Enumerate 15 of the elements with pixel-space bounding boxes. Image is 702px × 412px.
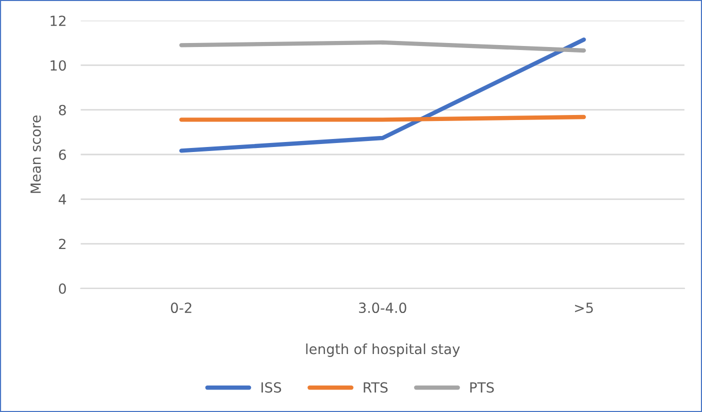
legend-label: ISS	[262, 382, 282, 393]
y-tick-label: 10	[50, 60, 66, 71]
x-axis-title: length of hospital stay	[306, 344, 460, 357]
y-tick-label: 12	[50, 16, 66, 26]
legend-label: RTS	[364, 382, 388, 393]
y-axis-title: Mean score	[30, 115, 41, 193]
y-tick-label: 4	[58, 194, 66, 204]
x-tick-label: >5	[575, 302, 593, 314]
y-tick-label: 8	[58, 104, 66, 116]
legend-label: PTS	[470, 382, 494, 393]
x-tick-label: 3.0-4.0	[359, 302, 406, 314]
y-tick-label: 6	[58, 149, 66, 160]
y-tick-label: 2	[59, 238, 66, 250]
y-tick-label: 0	[58, 283, 66, 294]
x-tick-label: 0-2	[170, 302, 192, 314]
